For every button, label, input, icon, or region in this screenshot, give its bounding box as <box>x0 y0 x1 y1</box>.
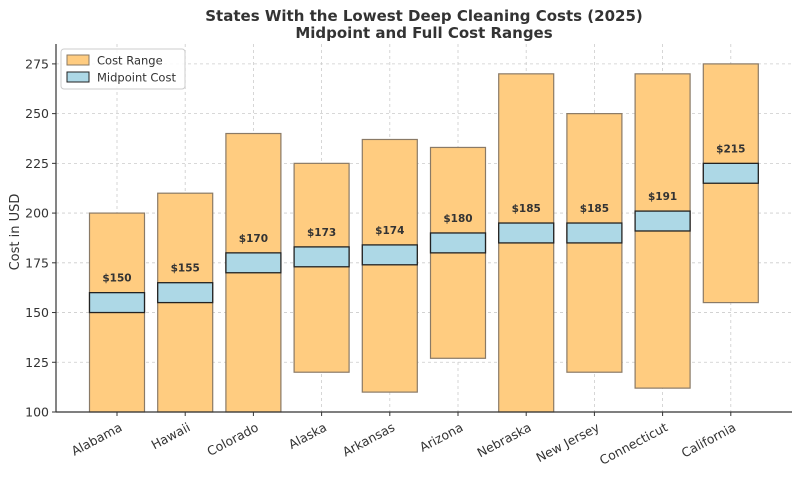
legend-label-1: Midpoint Cost <box>97 71 176 85</box>
data-label-9: $215 <box>716 143 745 155</box>
data-label-0: $150 <box>102 273 131 285</box>
midpoint-band-nebraska <box>498 222 555 244</box>
x-tick-label-8: Connecticut <box>597 419 670 467</box>
x-tick-label-9: California <box>679 419 738 460</box>
x-tick-label-6: Nebraska <box>475 419 534 460</box>
midpoint-band-alaska <box>293 246 350 268</box>
data-label-3: $173 <box>307 227 336 239</box>
midpoint-band-california <box>702 162 759 184</box>
chart-subtitle: Midpoint and Full Cost Ranges <box>295 24 552 42</box>
y-tick-label-150: 150 <box>25 305 49 320</box>
midpoint-band-arizona <box>429 232 487 254</box>
y-tick-label-275: 275 <box>25 56 49 71</box>
legend-swatch-0 <box>66 54 90 66</box>
x-tick-label-7: New Jersey <box>534 419 603 465</box>
range-bar-alaska <box>293 162 350 373</box>
legend-box <box>60 48 186 90</box>
data-label-1: $155 <box>171 263 200 275</box>
midpoint-band-connecticut <box>634 210 691 232</box>
data-label-8: $191 <box>648 191 677 203</box>
data-labels-layer: $150 $155 $170 $173 $174 $180 $185 $185 $191 $215 <box>102 143 745 284</box>
y-tick-label-225: 225 <box>25 156 49 171</box>
bars-layer <box>88 63 759 413</box>
legend-label-0: Cost Range <box>97 54 163 68</box>
y-axis-label: Cost in USD <box>8 194 23 271</box>
data-label-5: $180 <box>443 213 472 225</box>
y-tick-label-200: 200 <box>25 206 49 221</box>
midpoint-band-hawaii <box>157 282 214 304</box>
data-label-4: $174 <box>375 225 404 237</box>
legend: Cost Range Midpoint Cost <box>60 48 186 90</box>
y-tick-label-250: 250 <box>25 106 49 121</box>
legend-swatch-1 <box>66 71 90 83</box>
x-tick-label-5: Arizona <box>417 419 466 454</box>
x-tick-label-0: Alabama <box>69 419 125 458</box>
x-tick-label-3: Alaska <box>286 419 329 451</box>
chart-title: States With the Lowest Deep Cleaning Cos… <box>205 7 643 25</box>
data-label-6: $185 <box>512 203 541 215</box>
midpoint-band-alabama <box>88 291 146 314</box>
x-tick-label-4: Arkansas <box>340 419 397 459</box>
y-tick-label-125: 125 <box>25 355 49 370</box>
midpoint-band-new-jersey <box>566 222 623 244</box>
midpoint-band-colorado <box>225 252 282 274</box>
data-label-7: $185 <box>580 203 609 215</box>
y-tick-label-175: 175 <box>25 255 49 270</box>
range-bar-arkansas <box>361 138 418 393</box>
x-tick-label-1: Hawaii <box>149 419 193 452</box>
y-tick-label-100: 100 <box>25 405 49 420</box>
midpoint-band-arkansas <box>361 244 418 266</box>
data-label-2: $170 <box>239 233 268 245</box>
x-tick-label-2: Colorado <box>204 419 260 458</box>
